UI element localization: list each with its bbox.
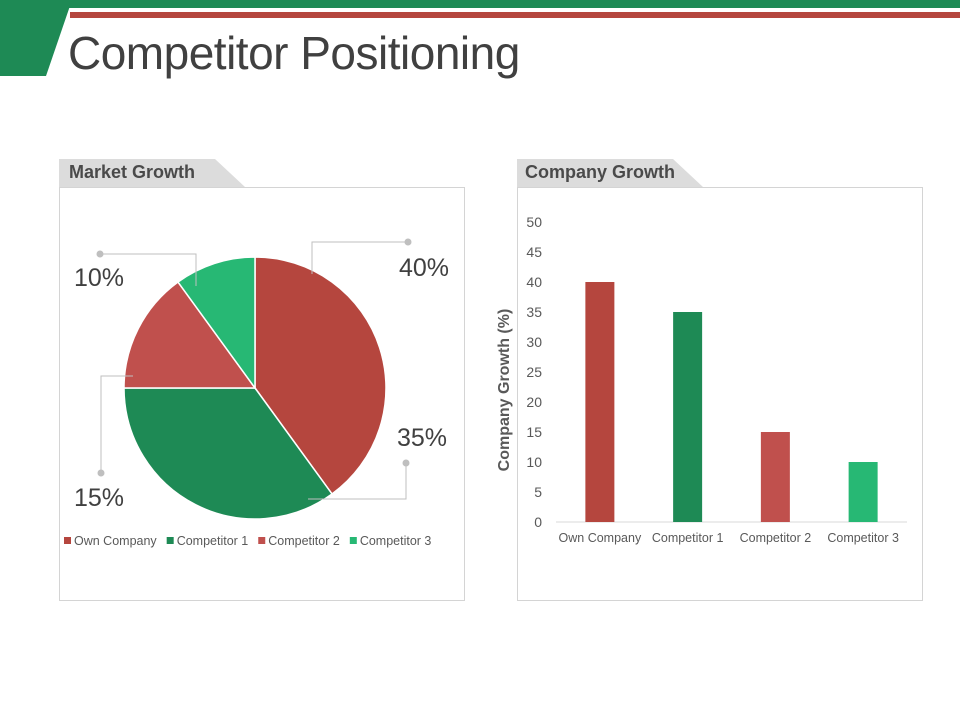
- pie-leader-line: [100, 375, 133, 473]
- y-tick-label: 5: [534, 484, 542, 500]
- company-growth-panel: [517, 187, 923, 601]
- y-tick-label: 50: [526, 214, 542, 230]
- pie-leader-line: [100, 253, 197, 286]
- pie-data-label: 40%: [399, 254, 449, 282]
- x-tick-label: Competitor 3: [827, 531, 899, 545]
- company-growth-label: Company Growth: [517, 159, 703, 187]
- page-title: Competitor Positioning: [68, 27, 520, 79]
- pie-leader-dot: [97, 469, 105, 477]
- pie-chart: 40% 35% 15% 10%: [74, 238, 449, 520]
- pie-data-label: 35%: [397, 424, 447, 452]
- top-accent-bar-red: [70, 12, 960, 18]
- y-tick-label: 45: [526, 244, 542, 260]
- bar-own-company: [585, 282, 615, 522]
- pie-leader-dot: [404, 238, 412, 246]
- y-tick-label: 0: [534, 514, 542, 530]
- y-tick-label: 10: [526, 454, 542, 470]
- legend-swatch-competitor-2: [258, 537, 266, 544]
- x-tick-label: Competitor 2: [740, 531, 812, 545]
- legend-label-competitor-2: Competitor 2: [268, 534, 340, 548]
- legend-swatch-competitor-1: [166, 537, 174, 544]
- pie-slice-competitor-1: [123, 387, 334, 520]
- pie-slice-competitor-3: [176, 256, 256, 391]
- bar-competitor-1: [673, 312, 703, 522]
- top-accent-bar-green: [0, 0, 960, 8]
- x-tick-label: Own Company: [559, 531, 642, 545]
- legend-label-competitor-3: Competitor 3: [360, 534, 432, 548]
- pie-legend: Own Company Competitor 1 Competitor 2 Compe…: [64, 534, 431, 548]
- pie-leader-dot: [96, 250, 104, 258]
- bar-chart: 0 5 10 15 20 25 30 35 40 45 50 Own Company Competito…: [496, 214, 907, 545]
- pie-slice-own-company: [254, 256, 387, 496]
- legend-swatch-own-company: [64, 537, 71, 544]
- pie-slice-competitor-2: [123, 280, 257, 389]
- corner-accent: [0, 0, 72, 76]
- legend-label-competitor-1: Competitor 1: [177, 534, 249, 548]
- pie-data-label: 15%: [74, 484, 124, 512]
- bar-competitor-3: [848, 462, 878, 522]
- y-axis-title: Company Growth (%): [496, 309, 513, 472]
- x-tick-label: Competitor 1: [652, 531, 724, 545]
- market-growth-label: Market Growth: [59, 159, 245, 187]
- y-tick-label: 35: [526, 304, 542, 320]
- pie-leader-line: [308, 463, 407, 500]
- y-tick-label: 25: [526, 364, 542, 380]
- bar-competitor-2: [760, 432, 790, 522]
- pie-leader-line: [311, 241, 408, 274]
- pie-leader-dot: [402, 459, 410, 467]
- y-tick-label: 20: [526, 394, 542, 410]
- legend-label-own-company: Own Company: [74, 534, 157, 548]
- pie-data-label: 10%: [74, 264, 124, 292]
- legend-swatch-competitor-3: [349, 537, 357, 544]
- y-tick-label: 40: [526, 274, 542, 290]
- y-tick-label: 30: [526, 334, 542, 350]
- y-tick-label: 15: [526, 424, 542, 440]
